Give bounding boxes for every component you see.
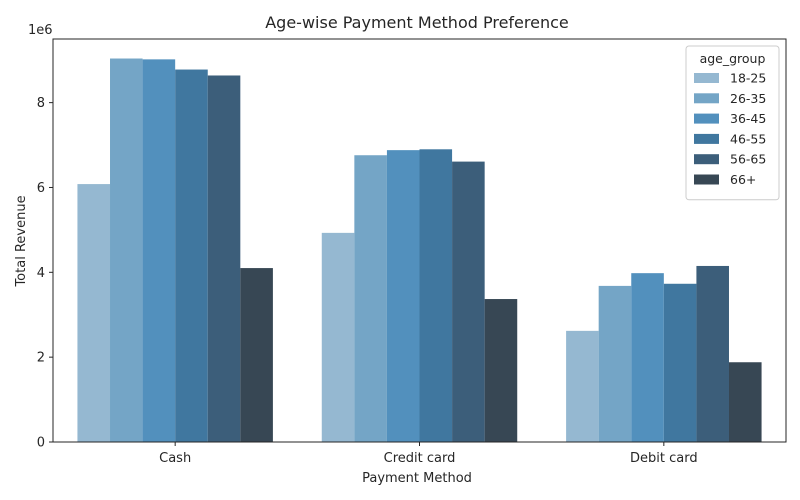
y-tick-label: 8 (37, 96, 45, 111)
bar-46-55-debit-card (663, 283, 697, 442)
y-tick-label: 0 (37, 436, 45, 451)
y-scale-note: 1e6 (28, 23, 53, 38)
x-tick-label: Credit card (384, 451, 456, 466)
legend-swatch (694, 154, 719, 165)
legend-swatch (694, 133, 719, 144)
bar-26-35-credit-card (354, 155, 387, 442)
legend-entry: 26-35 (730, 91, 766, 106)
axes-group: 0 2 4 6 8 Cash Credit card Debit card (37, 38, 787, 466)
legend-swatch (694, 93, 719, 104)
bar-26-35-debit-card (598, 285, 632, 442)
bar-36-45-credit-card (386, 150, 420, 442)
bar-66+-credit-card (484, 299, 518, 442)
bar-26-35-cash (110, 58, 143, 443)
y-tick-label: 4 (37, 266, 45, 281)
bar-46-55-credit-card (419, 149, 453, 442)
chart-title: Age-wise Payment Method Preference (265, 13, 569, 32)
bar-18-25-debit-card (566, 330, 599, 442)
bar-18-25-cash (77, 184, 111, 442)
legend-entry: 36-45 (730, 111, 766, 126)
x-tick-label: Cash (159, 451, 191, 466)
legend-entry: 46-55 (730, 131, 766, 146)
bar-56-65-cash (207, 75, 241, 442)
legend-swatch (694, 113, 719, 124)
legend-entry: 66+ (730, 172, 756, 187)
x-tick-label: Debit card (630, 451, 698, 466)
y-tick-label: 2 (37, 351, 45, 366)
bar-66+-cash (240, 268, 273, 442)
bar-36-45-debit-card (631, 273, 664, 442)
bar-18-25-credit-card (321, 232, 355, 442)
legend: age_group 18-25 26-35 36-45 46-55 56-65 66+ (685, 45, 780, 201)
x-axis-label: Payment Method (362, 471, 472, 486)
bars-group (77, 58, 762, 443)
legend-swatch (694, 174, 719, 185)
bar-56-65-debit-card (696, 265, 729, 442)
y-tick-label: 6 (37, 181, 45, 196)
bar-66+-debit-card (728, 362, 762, 442)
legend-title: age_group (700, 51, 766, 66)
legend-entry: 18-25 (730, 71, 766, 86)
bar-36-45-cash (142, 59, 176, 442)
legend-entry: 56-65 (730, 152, 766, 167)
y-axis-label: Total Revenue (14, 195, 29, 287)
bar-46-55-cash (175, 69, 208, 443)
legend-swatch (694, 73, 719, 83)
bar-56-65-credit-card (452, 161, 485, 442)
